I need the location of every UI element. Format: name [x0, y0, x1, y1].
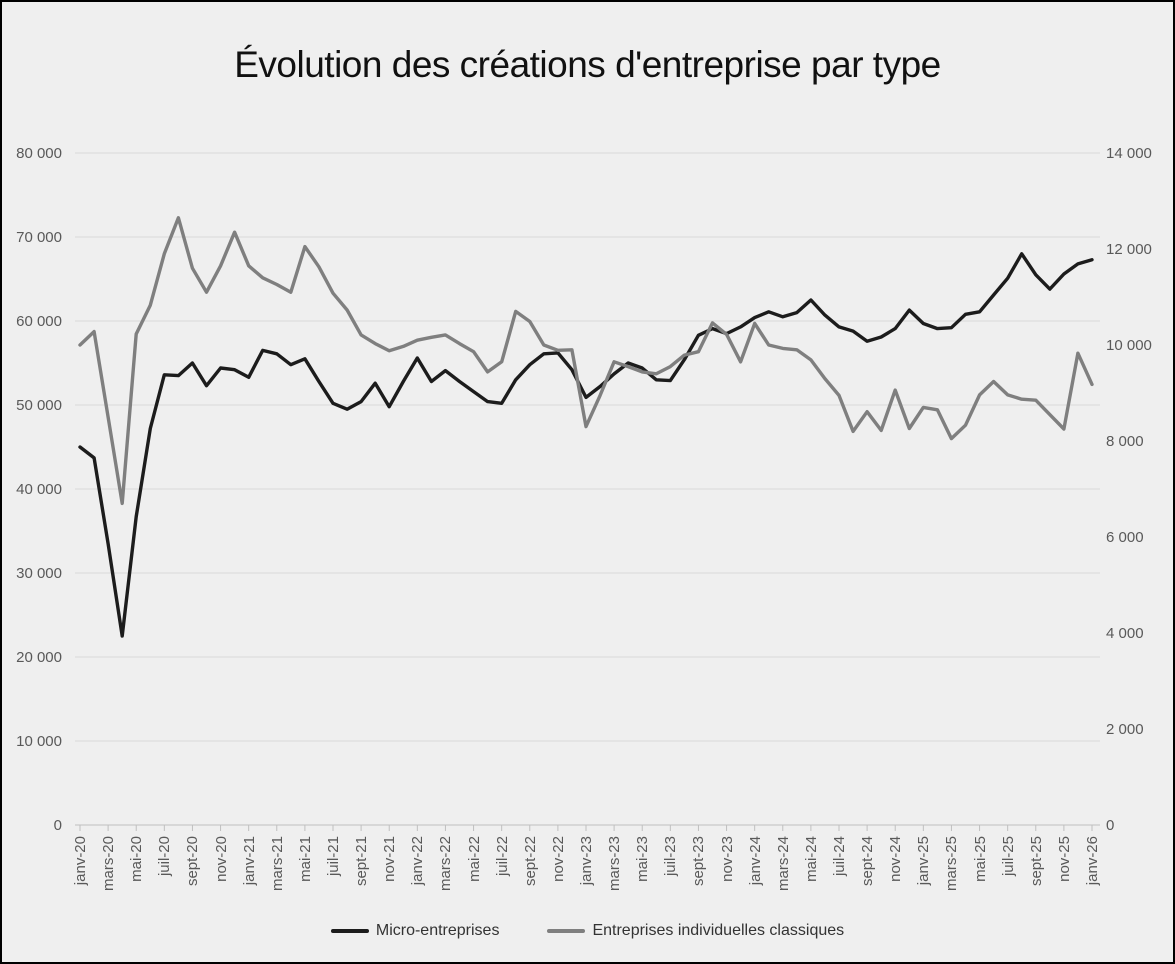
y-axis-right-tick-label: 0 [1106, 817, 1115, 834]
y-axis-left-tick-label: 0 [53, 817, 62, 834]
x-axis-tick-label: mai-25 [971, 836, 989, 882]
x-axis-tick-label: sept-22 [521, 836, 539, 887]
x-axis-tick-label: sept-20 [184, 836, 202, 887]
y-axis-right-tick-label: 4 000 [1106, 625, 1144, 642]
x-axis-tick-label: sept-24 [859, 836, 877, 887]
x-axis-tick-label: mars-21 [268, 836, 286, 892]
x-axis-tick-label: juil-23 [662, 836, 680, 877]
x-axis-tick-label: mai-22 [465, 836, 483, 882]
y-axis-right-tick-label: 10 000 [1106, 337, 1152, 354]
x-axis-tick-label: juil-21 [325, 836, 342, 877]
x-axis-tick-label: nov-22 [549, 836, 567, 882]
y-axis-left-tick-label: 30 000 [16, 565, 62, 582]
x-axis-tick-label: mars-25 [943, 836, 961, 892]
y-axis-left-tick-label: 20 000 [16, 649, 62, 666]
y-axis-left-tick-label: 70 000 [16, 229, 62, 246]
y-axis-right-tick-label: 14 000 [1106, 145, 1152, 162]
x-axis-tick-label: janv-24 [746, 836, 764, 886]
legend-item-entreprises-classiques: Entreprises individuelles classiques [547, 922, 844, 940]
legend-item-micro-entreprises: Micro-entreprises [330, 922, 500, 940]
y-axis-left-tick-label: 50 000 [16, 397, 62, 414]
x-axis-tick-label: mars-24 [774, 836, 792, 892]
chart-title: Évolution des créations d'entreprise par… [234, 44, 941, 85]
x-axis-tick-label: janv-22 [409, 836, 427, 886]
y-axis-right-tick-label: 6 000 [1106, 529, 1144, 546]
x-axis-tick-label: janv-20 [72, 836, 89, 886]
x-axis-tick-label: mai-21 [296, 836, 314, 882]
x-axis-tick-label: mars-22 [437, 836, 455, 892]
x-axis-tick-label: mai-24 [802, 836, 820, 882]
y-axis-right-tick-label: 2 000 [1106, 721, 1144, 738]
x-axis-tick-label: janv-21 [240, 836, 258, 886]
x-axis-tick-label: sept-21 [353, 836, 371, 887]
x-axis-tick-label: juil-25 [999, 836, 1017, 877]
x-axis-tick-label: nov-23 [718, 836, 736, 882]
entreprises-classiques-line-icon [547, 929, 586, 933]
y-axis-left-tick-label: 60 000 [16, 313, 62, 330]
y-axis-left-tick-label: 40 000 [16, 481, 62, 498]
x-axis-tick-label: juil-24 [831, 836, 848, 877]
x-axis-tick-label: juil-20 [156, 836, 174, 877]
x-axis-tick-label: mars-23 [606, 836, 624, 892]
y-axis-right-tick-label: 8 000 [1106, 433, 1144, 450]
y-axis-left-tick-label: 10 000 [16, 733, 62, 750]
x-axis-tick-label: mars-20 [100, 836, 118, 892]
legend-label: Entreprises individuelles classiques [592, 922, 845, 939]
legend-label: Micro-entreprises [375, 922, 500, 939]
x-axis-tick-label: juil-22 [493, 836, 511, 877]
micro-entreprises-line-icon [330, 929, 369, 933]
y-axis-right-tick-label: 12 000 [1106, 241, 1152, 258]
x-axis-tick-label: nov-25 [1055, 836, 1073, 882]
x-axis-tick-label: sept-25 [1027, 836, 1045, 887]
y-axis-left-tick-label: 80 000 [16, 145, 62, 162]
x-axis-tick-label: janv-25 [915, 836, 933, 886]
x-axis-tick-label: nov-20 [212, 836, 230, 882]
x-axis-tick-label: mai-23 [634, 836, 652, 882]
x-axis-tick-label: janv-23 [578, 836, 595, 886]
x-axis-tick-label: nov-24 [887, 836, 905, 882]
series-line-entreprises-classiques [78, 216, 1094, 506]
x-axis-tick-label: mai-20 [128, 836, 146, 882]
legend: Micro-entreprises Entreprises individuel… [2, 922, 1173, 940]
series-line-micro-entreprises [78, 252, 1094, 638]
x-axis-tick-label: janv-26 [1084, 836, 1101, 886]
x-axis-tick-label: sept-23 [690, 836, 708, 887]
x-axis-tick-label: nov-21 [381, 836, 399, 882]
